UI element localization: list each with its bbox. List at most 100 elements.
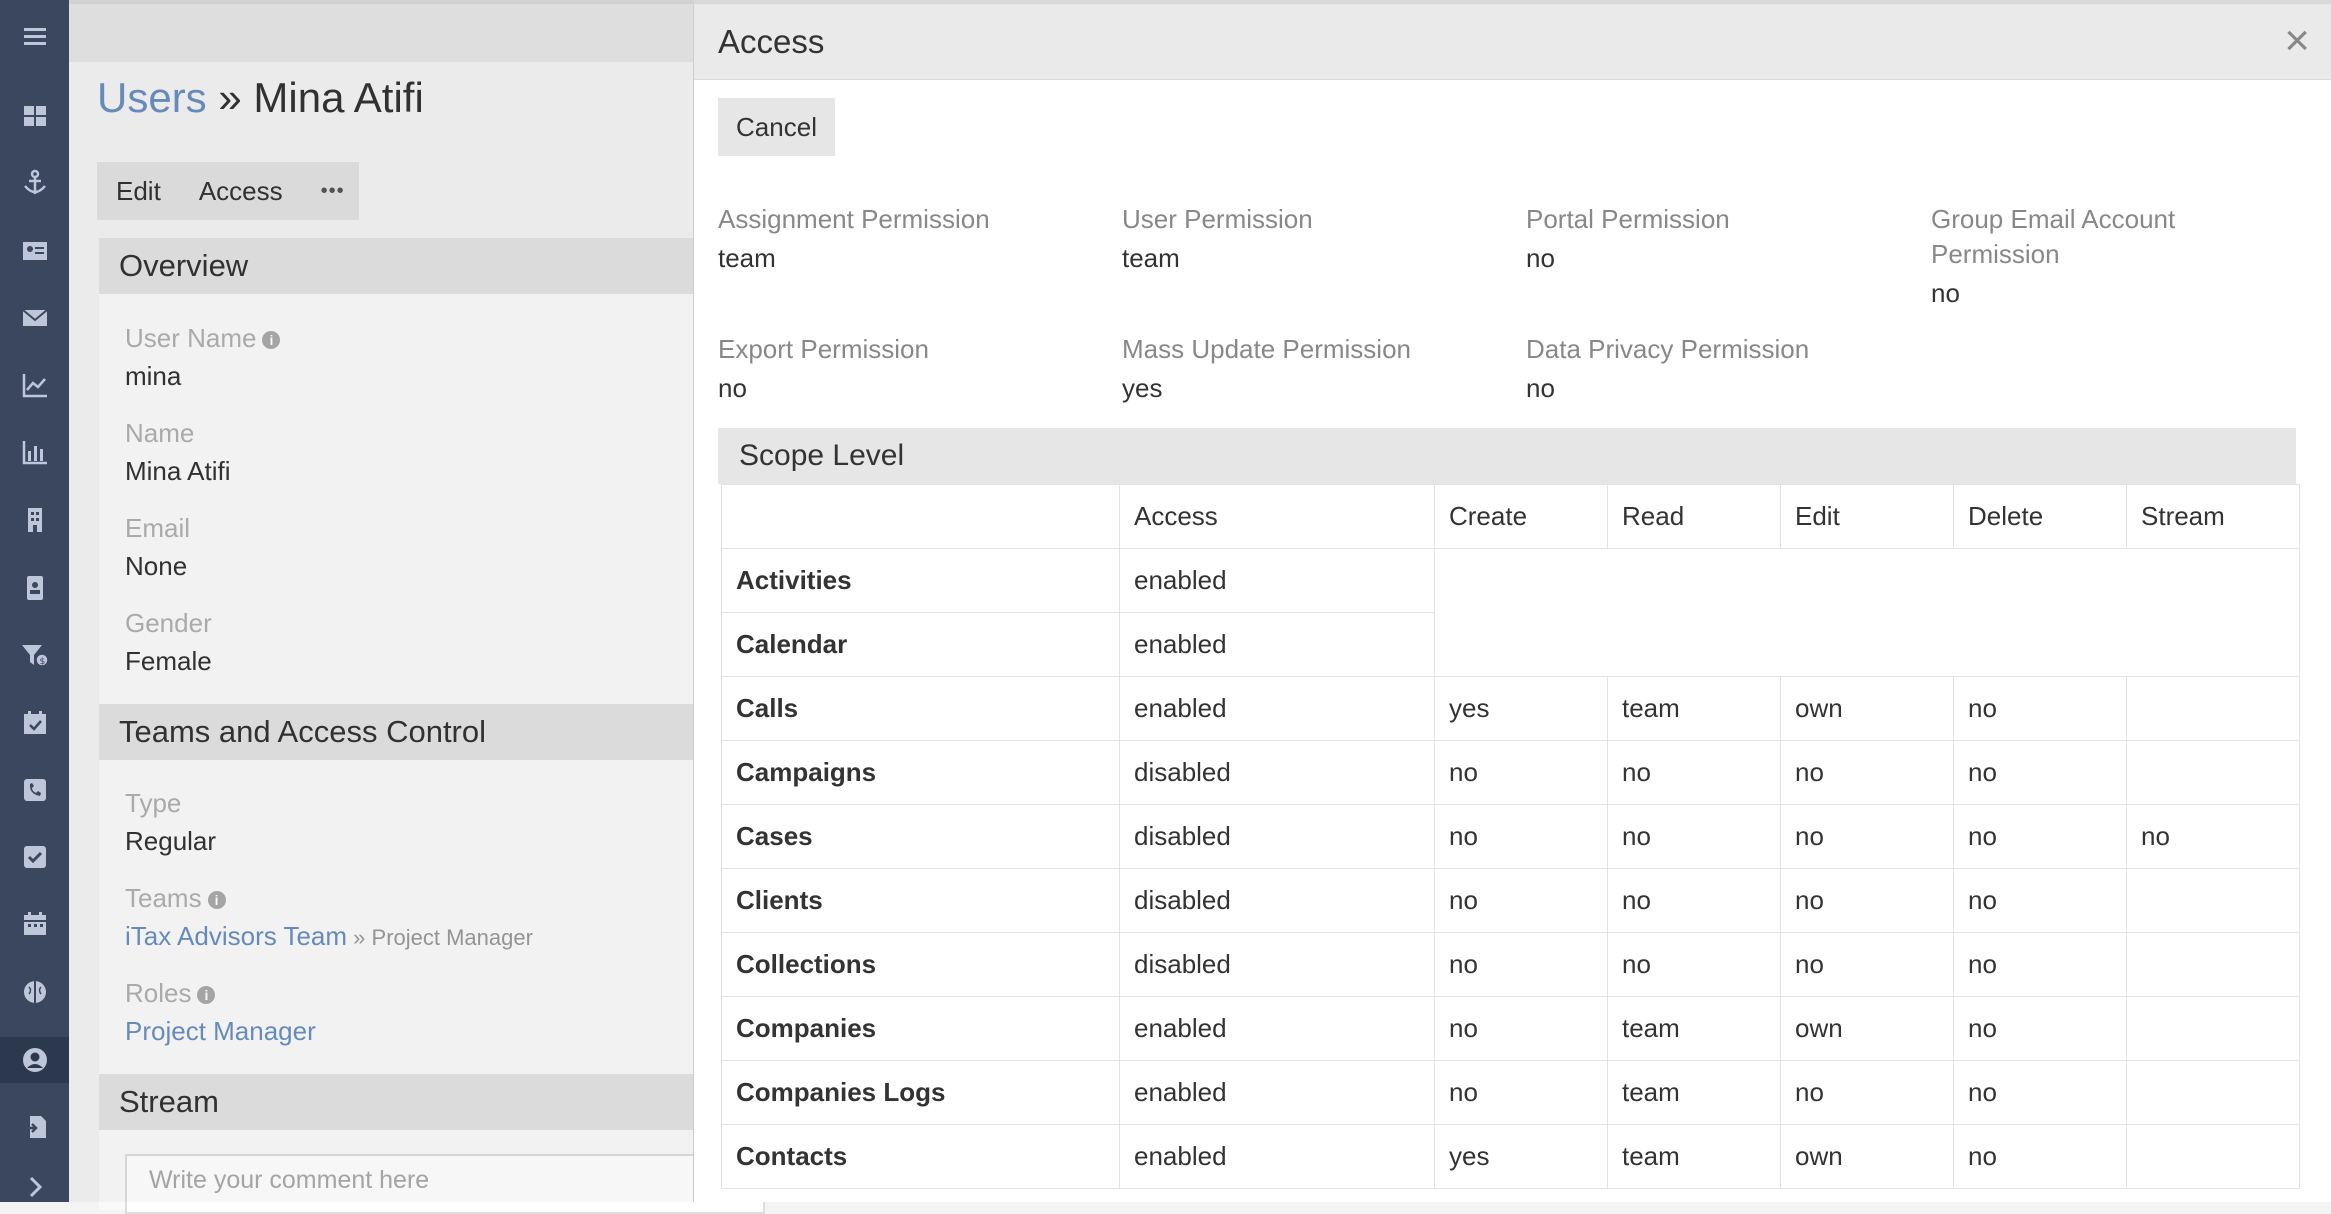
calendar-check-icon[interactable]: [0, 701, 69, 745]
delete-cell: no: [1953, 1060, 2127, 1125]
building-icon[interactable]: [0, 498, 69, 542]
table-row: Activities enabled: [721, 548, 2300, 677]
read-cell: no: [1607, 932, 1781, 997]
info-icon[interactable]: i: [207, 891, 226, 910]
table-row: Clients disabled no no no no: [721, 868, 2300, 933]
mass-update-permission: Mass Update Permission yes: [1122, 332, 1502, 406]
dashboard-icon[interactable]: [0, 94, 69, 138]
modal-header: Access ×: [694, 5, 2331, 80]
edit-cell: own: [1780, 1124, 1954, 1189]
scope-name: Activities: [721, 548, 1120, 613]
breadcrumb-users-link[interactable]: Users: [97, 74, 207, 121]
import-icon[interactable]: [0, 1105, 69, 1149]
scope-name: Companies Logs: [721, 1060, 1120, 1125]
more-options-button[interactable]: •••: [320, 179, 345, 202]
permission-label: User Permission: [1122, 204, 1313, 234]
user-circle-icon[interactable]: [0, 1037, 69, 1083]
chevron-right-icon[interactable]: [0, 1165, 69, 1209]
access-cell: disabled: [1119, 804, 1435, 869]
role-link[interactable]: Project Manager: [125, 1016, 316, 1046]
line-chart-icon[interactable]: [0, 363, 69, 407]
phone-icon[interactable]: [0, 768, 69, 812]
access-cell: enabled: [1119, 676, 1435, 741]
stream-cell: [2126, 1060, 2300, 1125]
export-permission: Export Permission no: [718, 332, 1098, 406]
access-button[interactable]: Access: [198, 175, 283, 206]
info-icon[interactable]: i: [262, 331, 281, 350]
stream-cell: [2126, 932, 2300, 997]
email-value: None: [125, 551, 188, 581]
scope-level-title: Scope Level: [718, 428, 2296, 484]
create-cell: no: [1434, 996, 1608, 1061]
access-cell: enabled: [1119, 548, 1435, 613]
close-icon[interactable]: ×: [2284, 16, 2310, 65]
table-row: Companies enabled no team own no: [721, 996, 2300, 1061]
read-cell: team: [1607, 676, 1781, 741]
address-book-icon[interactable]: [0, 566, 69, 610]
user-name-value: mina: [125, 361, 182, 391]
permission-value: no: [718, 373, 747, 403]
access-cell: disabled: [1119, 740, 1435, 805]
sidebar: $: [0, 0, 69, 1202]
bar-chart-icon[interactable]: [0, 430, 69, 474]
email-icon[interactable]: [0, 296, 69, 340]
table-header-row: Access Create Read Edit Delete Stream: [721, 484, 2300, 549]
stream-cell: [2126, 676, 2300, 741]
column-header-edit: Edit: [1780, 484, 1954, 549]
read-cell: team: [1607, 996, 1781, 1061]
edit-cell: no: [1780, 1060, 1954, 1125]
action-button-group: Edit Access •••: [97, 162, 359, 220]
delete-cell: no: [1953, 740, 2127, 805]
table-row: Calls enabled yes team own no: [721, 676, 2300, 741]
stream-panel-title: Stream: [99, 1074, 759, 1130]
access-modal: Access × Cancel Assignment Permission te…: [693, 5, 2331, 1202]
modal-title: Access: [718, 23, 825, 60]
create-cell: no: [1434, 868, 1608, 933]
permission-value: team: [718, 243, 776, 273]
read-cell: no: [1607, 868, 1781, 933]
permission-label: Assignment Permission: [718, 204, 990, 234]
overview-panel-title: Overview: [99, 238, 759, 294]
scope-name: Contacts: [721, 1124, 1120, 1189]
team-link[interactable]: iTax Advisors Team: [125, 921, 348, 951]
column-header-create: Create: [1434, 484, 1608, 549]
create-cell: no: [1434, 740, 1608, 805]
menu-icon[interactable]: [0, 15, 69, 59]
name-label: Name: [125, 418, 195, 448]
create-cell: yes: [1434, 1124, 1608, 1189]
funnel-dollar-icon[interactable]: $: [0, 633, 69, 677]
scope-name: Calls: [721, 676, 1120, 741]
overview-panel-body: [99, 294, 759, 704]
permission-value: yes: [1122, 373, 1163, 403]
gender-value: Female: [125, 646, 212, 676]
email-label: Email: [125, 513, 191, 543]
task-check-icon[interactable]: [0, 835, 69, 879]
permission-value: no: [1526, 243, 1555, 273]
scope-name: Collections: [721, 932, 1120, 997]
assignment-permission: Assignment Permission team: [718, 202, 1098, 276]
brain-icon[interactable]: [0, 970, 69, 1014]
edit-button[interactable]: Edit: [116, 175, 161, 206]
create-cell: no: [1434, 804, 1608, 869]
permission-value: no: [1526, 373, 1555, 403]
permission-value: no: [1931, 278, 1960, 308]
read-cell: team: [1607, 1060, 1781, 1125]
modal-backdrop[interactable]: [0, 0, 694, 1202]
contact-card-icon[interactable]: [0, 229, 69, 273]
anchor-icon[interactable]: [0, 161, 69, 205]
column-header-stream: Stream: [2126, 484, 2300, 549]
edit-cell: no: [1780, 804, 1954, 869]
stream-cell: [2126, 868, 2300, 933]
cancel-button[interactable]: Cancel: [718, 98, 835, 156]
info-icon[interactable]: i: [197, 986, 216, 1005]
scope-name: Companies: [721, 996, 1120, 1061]
delete-cell: no: [1953, 932, 2127, 997]
permission-label: Group Email Account Permission: [1931, 204, 2176, 269]
scope-table: Access Create Read Edit Delete Stream Ac…: [721, 484, 2300, 1189]
delete-cell: no: [1953, 1124, 2127, 1189]
breadcrumb-separator: »: [206, 74, 254, 121]
table-row: Collections disabled no no no no: [721, 932, 2300, 997]
scope-name: Campaigns: [721, 740, 1120, 805]
edit-cell: own: [1780, 676, 1954, 741]
calendar-icon[interactable]: [0, 902, 69, 946]
